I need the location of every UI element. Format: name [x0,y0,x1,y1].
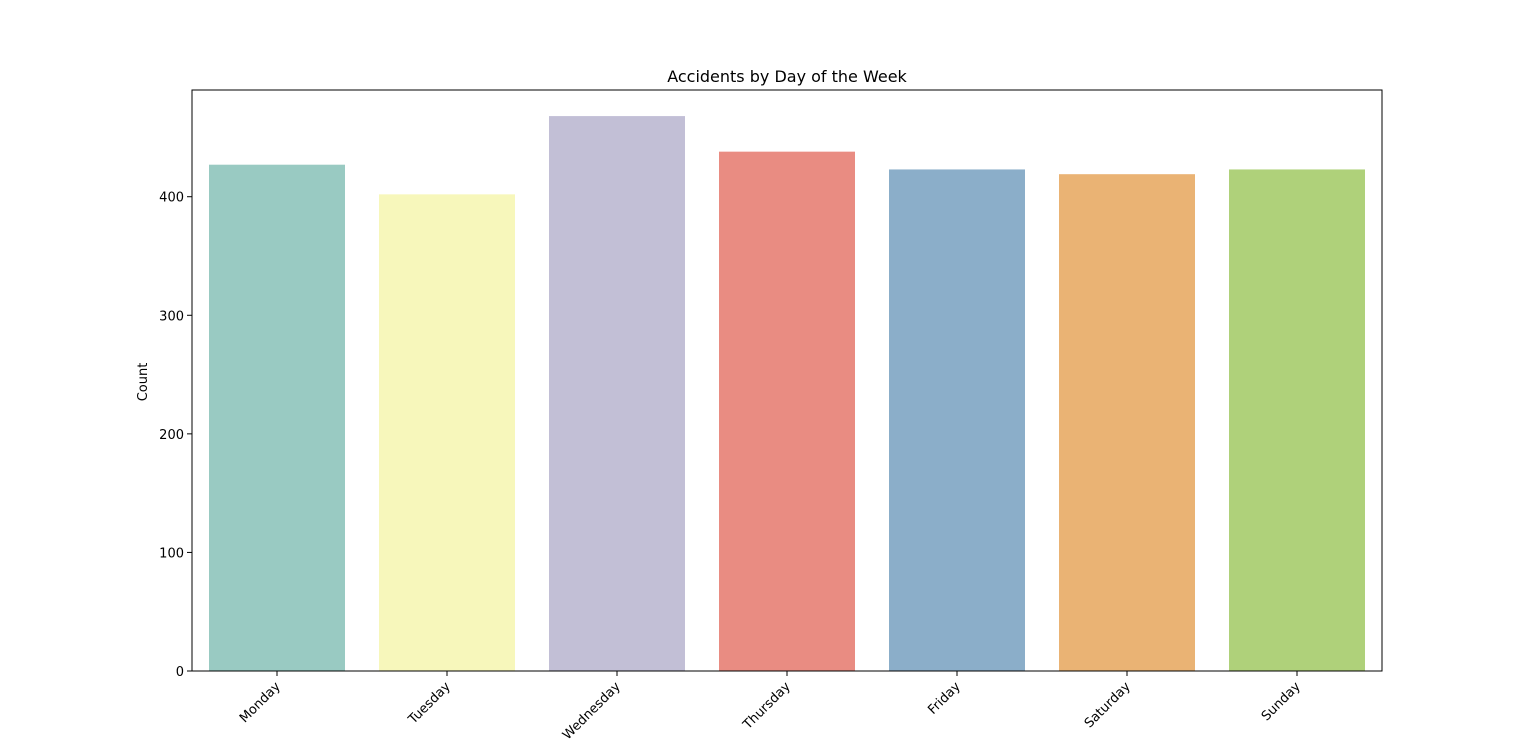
x-tick-label: Friday [925,679,964,718]
y-tick-label: 100 [159,546,184,561]
bar-saturday [1059,174,1195,671]
y-tick-label: 400 [159,191,184,206]
chart-title: Accidents by Day of the Week [667,67,907,86]
plot-frame [191,89,1383,672]
x-tick-label: Saturday [1082,679,1134,731]
x-axis-ticks: Monday Tuesday Wednesday Thursday Friday Satu… [237,671,1304,743]
y-tick-label: 0 [176,665,184,680]
bar-friday [889,169,1025,671]
x-tick-label: Thursday [740,679,794,733]
bar-monday [209,164,345,671]
bar-thursday [719,151,855,671]
x-tick-label: Monday [237,679,284,726]
y-tick-label: 300 [159,309,184,324]
bar-wednesday [549,116,685,672]
x-tick-label: Sunday [1259,679,1304,724]
y-axis-ticks: 0 100 200 300 400 [159,191,192,680]
bars-group [209,116,1365,672]
y-tick-label: 200 [159,428,184,443]
bar-sunday [1229,169,1365,671]
bar-tuesday [379,194,515,672]
x-tick-label: Wednesday [560,679,624,743]
y-axis-label: Count [136,363,151,402]
x-tick-label: Tuesday [405,679,454,728]
